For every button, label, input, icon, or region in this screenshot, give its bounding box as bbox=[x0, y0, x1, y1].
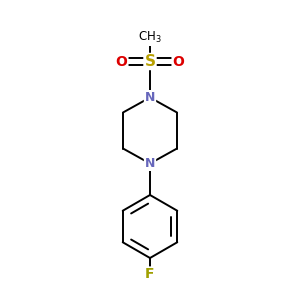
Text: S: S bbox=[145, 54, 155, 69]
Text: O: O bbox=[116, 55, 128, 68]
Text: CH$_3$: CH$_3$ bbox=[138, 30, 162, 45]
Text: N: N bbox=[145, 157, 155, 170]
Text: F: F bbox=[145, 268, 155, 281]
Text: N: N bbox=[145, 91, 155, 104]
Text: O: O bbox=[172, 55, 184, 68]
